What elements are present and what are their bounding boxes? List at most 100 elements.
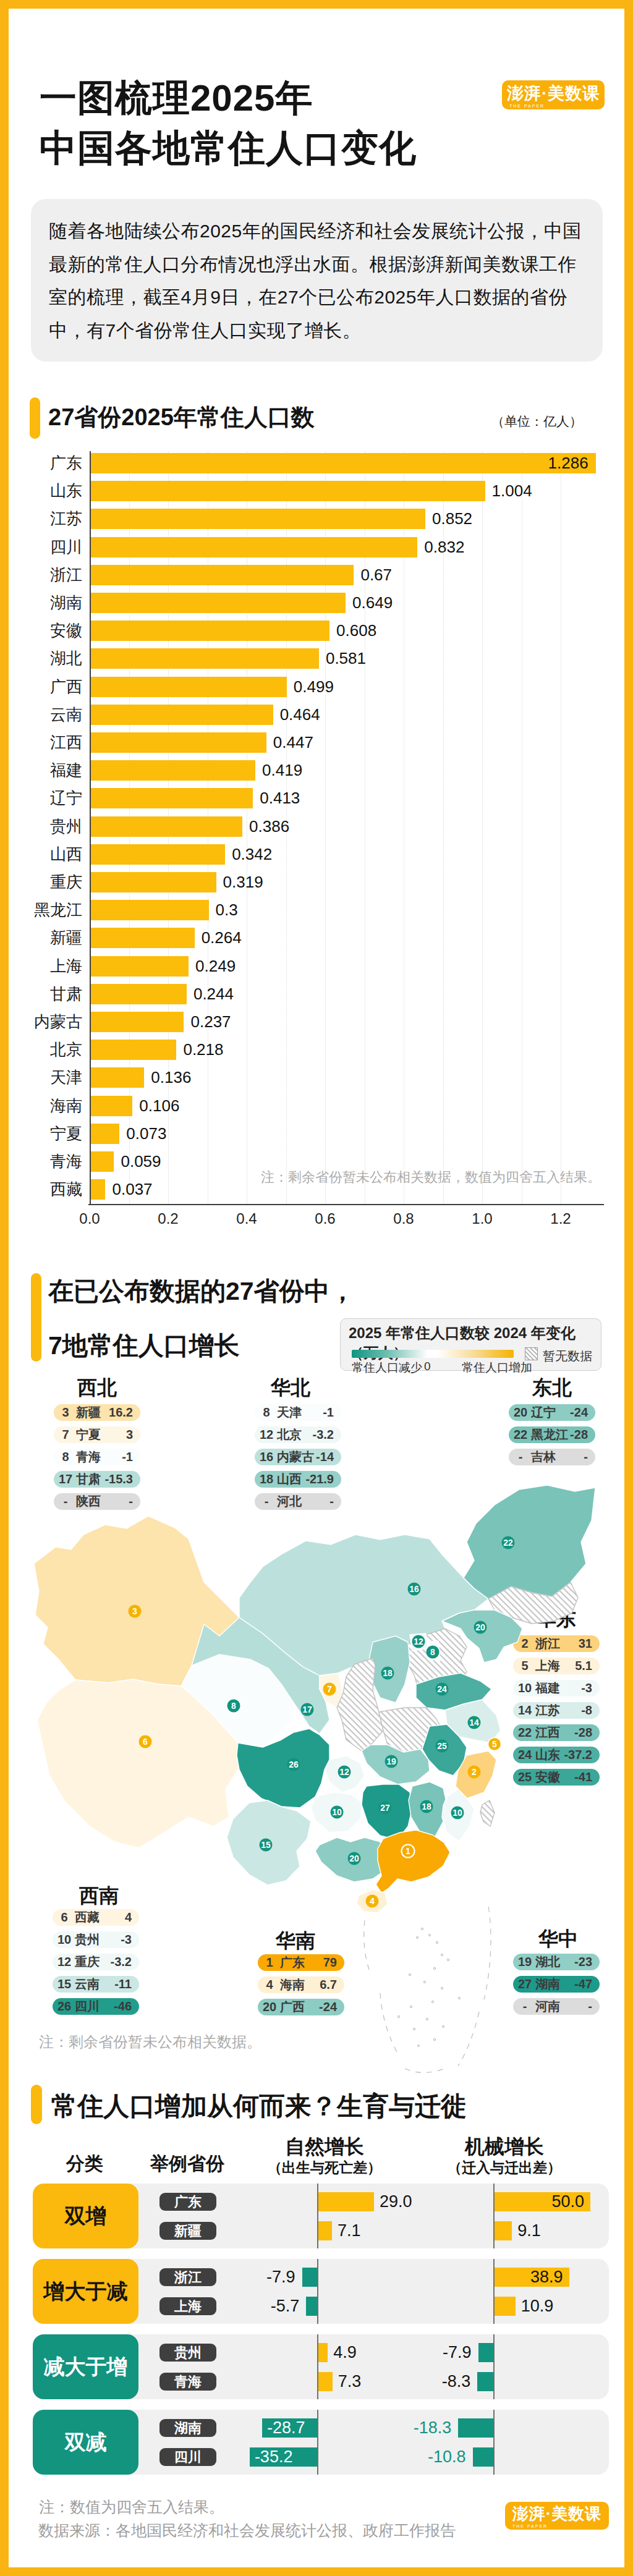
- flow-bar: [477, 2372, 493, 2391]
- logo-text: 澎湃·美数课: [502, 83, 605, 104]
- footer-source: 数据来源：各地国民经济和社会发展统计公报、政府工作报告: [38, 2520, 456, 2541]
- chart1-bar-value: 0.852: [432, 509, 472, 529]
- chart1-bar-value: 0.136: [151, 1067, 191, 1088]
- title-line-2: 中国各地常住人口变化: [40, 123, 417, 173]
- flow-bar-value: 50.0: [551, 2192, 584, 2211]
- pill-province: 内蒙古: [277, 1449, 314, 1465]
- flow-bar-value: -18.3: [414, 2418, 452, 2438]
- chart1-bar-label: 黑龙江: [0, 900, 82, 920]
- flow-group-label: 减大于增: [33, 2334, 138, 2399]
- chart1-bar-value: 0.649: [352, 593, 393, 613]
- chart1-bar: [91, 1067, 144, 1088]
- flow-bar-value: 10.9: [521, 2297, 554, 2316]
- flow-province-tag: 广东: [159, 2193, 216, 2211]
- chart1-x-tick: 1.0: [457, 1210, 507, 1227]
- svg-text:18: 18: [383, 1668, 393, 1678]
- section1-accent-bar: [30, 397, 40, 439]
- col-header-examples: 举例省份: [150, 2151, 224, 2177]
- map-province-广东: [376, 1830, 450, 1893]
- pill-value: -24: [570, 1404, 588, 1421]
- svg-text:10: 10: [332, 1807, 342, 1817]
- svg-text:4: 4: [370, 1896, 375, 1906]
- chart1-x-tick: 0.6: [300, 1210, 350, 1227]
- legend-max-label: 常住人口增加: [462, 1360, 532, 1376]
- chart1-bar-label: 山东: [0, 481, 82, 501]
- chart1-bar: [91, 956, 189, 977]
- chart1-bar-label: 宁夏: [0, 1124, 82, 1144]
- the-paper-logo-footer: 澎湃·美数课 THE PAPER: [505, 2502, 609, 2530]
- chart1-unit-label: （单位：亿人）: [491, 413, 582, 430]
- chart1-bar: [91, 900, 209, 920]
- chart1-bar: [91, 872, 216, 892]
- chart1-bar: [91, 621, 329, 641]
- pill-rank: 22: [511, 1426, 530, 1443]
- svg-text:8: 8: [231, 1701, 236, 1711]
- col-header-category: 分类: [66, 2151, 103, 2177]
- title-line-1: 一图梳理2025年: [40, 73, 417, 123]
- pill-rank: 12: [257, 1426, 276, 1443]
- pill-value: -28: [570, 1426, 588, 1443]
- flow-bar: [318, 2192, 374, 2211]
- chart1-bar-value: 0.342: [232, 844, 272, 865]
- region-header-华北: 华北: [271, 1375, 310, 1402]
- flow-group-label: 双减: [33, 2410, 138, 2475]
- svg-text:6: 6: [143, 1737, 148, 1747]
- svg-text:14: 14: [469, 1718, 479, 1727]
- flow-bar: [478, 2343, 493, 2362]
- chart1-bar-value: 0.67: [360, 565, 392, 585]
- svg-text:8: 8: [430, 1647, 435, 1657]
- flow-bar: [302, 2268, 317, 2287]
- chart1-bar: [91, 705, 273, 725]
- flow-bar-value: -7.9: [266, 2268, 295, 2287]
- chart1-bar: [91, 1151, 114, 1172]
- chart1-bar-value: 0.413: [260, 788, 300, 808]
- svg-text:18: 18: [422, 1802, 431, 1811]
- chart1-bar-value: 0.106: [139, 1096, 179, 1116]
- chart1-bar-value: 1.004: [492, 481, 532, 501]
- pill-province: 辽宁: [531, 1404, 556, 1421]
- province-pill-新疆: 3 新疆 16.2: [54, 1404, 140, 1421]
- section3-title: 常住人口增加从何而来？生育与迁徙: [51, 2089, 467, 2124]
- col-header-mech-sub: （迁入与迁出差）: [448, 2158, 561, 2177]
- chart1-bar-value: 0.319: [223, 872, 263, 892]
- pill-province: 青海: [76, 1449, 101, 1465]
- china-map: 3681771622201281824142552191226102718101…: [34, 1480, 609, 2082]
- chart1-bar-label: 上海: [0, 956, 82, 977]
- map-legend: 2025 年常住人口数较 2024 年变化（万人） 常住人口减少 0 常住人口增…: [340, 1318, 601, 1371]
- flow-bar-value: -5.7: [271, 2297, 300, 2316]
- chart1-bar-value: 0.264: [202, 928, 242, 948]
- chart1-bar: [91, 984, 187, 1004]
- chart1-bar-value: 0.073: [126, 1124, 166, 1144]
- chart1-bar-value: 0.832: [424, 537, 464, 557]
- flow-bar-value: 29.0: [380, 2192, 412, 2211]
- pill-rank: 16: [257, 1449, 276, 1465]
- chart1-bar-label: 广东: [0, 453, 82, 473]
- flow-bar: [318, 2221, 332, 2240]
- pill-province: 吉林: [531, 1449, 556, 1465]
- chart1-bar-value: 1.286: [548, 453, 588, 473]
- svg-text:5: 5: [492, 1739, 497, 1749]
- chart1-bar-label: 海南: [0, 1096, 82, 1116]
- chart1-bar-label: 湖北: [0, 648, 82, 669]
- chart1-gridline: [443, 451, 444, 1204]
- province-pill-黑龙江: 22 黑龙江 -28: [509, 1426, 595, 1443]
- chart1-bar: [91, 677, 287, 697]
- chart1-bar-value: 0.464: [280, 705, 320, 725]
- region-header-东北: 东北: [532, 1375, 572, 1402]
- chart1-bar: [91, 593, 346, 613]
- flow-bar: [473, 2447, 493, 2467]
- svg-text:12: 12: [414, 1637, 423, 1646]
- pill-rank: 8: [56, 1449, 75, 1465]
- footer-logo-text: 澎湃·美数课: [505, 2504, 609, 2524]
- chart1-bar-value: 0.447: [273, 732, 313, 753]
- mech-axis: [493, 2334, 495, 2399]
- section2-title-line1: 在已公布数据的27省份中，: [48, 1274, 355, 1308]
- chart1-bar-label: 山西: [0, 844, 82, 865]
- chart1-bar-value: 0.059: [121, 1151, 161, 1172]
- map-province-黑龙江: [464, 1485, 595, 1599]
- flow-bar-value: -10.8: [428, 2447, 466, 2467]
- footer-note: 注：数值为四舍五入结果。: [39, 2497, 224, 2517]
- chart1-bar: [91, 788, 253, 808]
- chart1-bar: [91, 537, 417, 557]
- chart1-bar-label: 西藏: [0, 1179, 82, 1200]
